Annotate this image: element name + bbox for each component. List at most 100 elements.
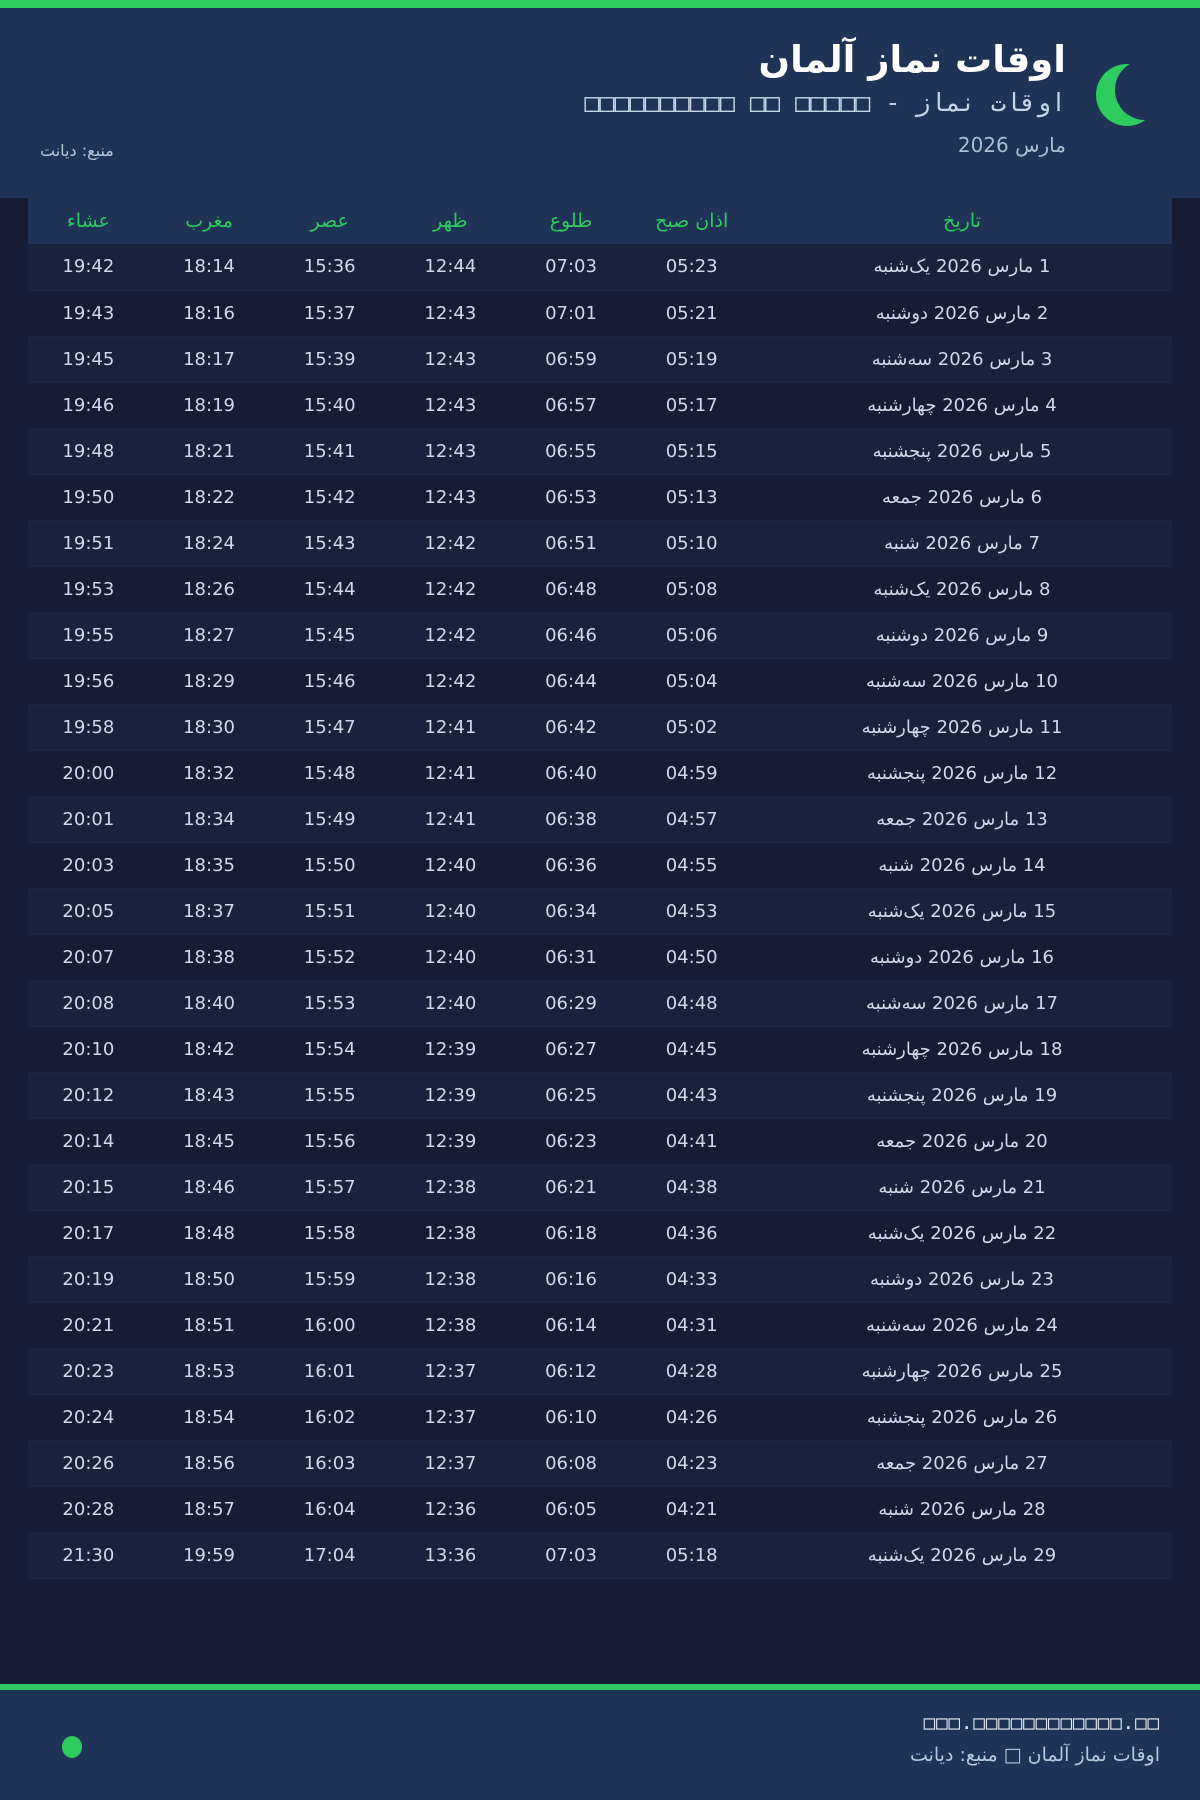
table-row[interactable]: 7 مارس 2026 شنبه 05:10 06:51 12:42 15:43 18:2… <box>28 520 1172 567</box>
cell-date: 20 مارس 2026 جمعه <box>752 1118 1172 1165</box>
cell-maghrib: 18:29 <box>148 658 270 705</box>
table-row[interactable]: 29 مارس 2026 یک‌شنبه 05:18 07:03 13:36 17:04… <box>28 1532 1172 1579</box>
table-row[interactable]: 6 مارس 2026 جمعه 05:13 06:53 12:43 15:42 18:2… <box>28 474 1172 521</box>
table-row[interactable]: 2 مارس 2026 دوشنبه 05:21 07:01 12:43 15:37 18… <box>28 290 1172 337</box>
table-row[interactable]: 18 مارس 2026 چهارشنبه 04:45 06:27 12:39 15:5… <box>28 1026 1172 1073</box>
cell-fajr: 04:23 <box>631 1440 752 1487</box>
column-header-date[interactable]: تاریخ <box>752 198 1172 244</box>
column-header-dhuhr[interactable]: ظهر <box>390 198 511 244</box>
cell-sunrise: 06:55 <box>510 428 632 475</box>
cell-date: 22 مارس 2026 یک‌شنبه <box>752 1210 1172 1257</box>
cell-sunrise: 06:44 <box>510 658 632 705</box>
column-header-sunrise[interactable]: طلوع <box>510 198 632 244</box>
table-row[interactable]: 22 مارس 2026 یک‌شنبه 04:36 06:18 12:38 15:58… <box>28 1210 1172 1257</box>
cell-fajr: 04:55 <box>631 842 752 889</box>
cell-date: 29 مارس 2026 یک‌شنبه <box>752 1532 1172 1579</box>
cell-date: 6 مارس 2026 جمعه <box>752 474 1172 521</box>
cell-dhuhr: 12:36 <box>390 1486 511 1533</box>
cell-date: 23 مارس 2026 دوشنبه <box>752 1256 1172 1303</box>
cell-asr: 15:44 <box>269 566 391 613</box>
cell-fajr: 05:02 <box>631 704 752 751</box>
cell-dhuhr: 12:41 <box>390 750 511 797</box>
table-row[interactable]: 11 مارس 2026 چهارشنبه 05:02 06:42 12:41 15:4… <box>28 704 1172 751</box>
cell-isha: 20:08 <box>28 980 149 1027</box>
table-row[interactable]: 19 مارس 2026 پنجشنبه 04:43 06:25 12:39 15:55… <box>28 1072 1172 1119</box>
table-row[interactable]: 4 مارس 2026 چهارشنبه 05:17 06:57 12:43 15:40… <box>28 382 1172 429</box>
column-header-fajr[interactable]: اذان صبح <box>631 198 752 244</box>
footer-accent-bar <box>0 1684 1200 1690</box>
table-row[interactable]: 8 مارس 2026 یک‌شنبه 05:08 06:48 12:42 15:44 1… <box>28 566 1172 613</box>
cell-date: 7 مارس 2026 شنبه <box>752 520 1172 567</box>
table-row[interactable]: 25 مارس 2026 چهارشنبه 04:28 06:12 12:37 16:0… <box>28 1348 1172 1395</box>
cell-sunrise: 06:34 <box>510 888 632 935</box>
cell-isha: 20:03 <box>28 842 149 889</box>
cell-maghrib: 18:56 <box>148 1440 270 1487</box>
table-row[interactable]: 12 مارس 2026 پنجشنبه 04:59 06:40 12:41 15:48… <box>28 750 1172 797</box>
cell-date: 30 مارس 2026 دوشنبه <box>752 1578 1172 1592</box>
cell-fajr: 05:16 <box>631 1578 752 1592</box>
footer-site-url[interactable]: □□□.□□□□□□□□□□□□.□□ <box>923 1712 1160 1734</box>
table-row[interactable]: 16 مارس 2026 دوشنبه 04:50 06:31 12:40 15:52 1… <box>28 934 1172 981</box>
cell-maghrib: 20:00 <box>148 1578 270 1592</box>
cell-asr: 15:41 <box>269 428 391 475</box>
table-row[interactable]: 1 مارس 2026 یک‌شنبه 05:23 07:03 12:44 15:36 1… <box>28 244 1172 291</box>
table-row[interactable]: 27 مارس 2026 جمعه 04:23 06:08 12:37 16:03 18:… <box>28 1440 1172 1487</box>
cell-maghrib: 18:50 <box>148 1256 270 1303</box>
table-row[interactable]: 24 مارس 2026 سه‌شنبه 04:31 06:14 12:38 16:00… <box>28 1302 1172 1349</box>
cell-dhuhr: 12:38 <box>390 1302 511 1349</box>
cell-isha: 19:58 <box>28 704 149 751</box>
cell-maghrib: 18:30 <box>148 704 270 751</box>
cell-sunrise: 06:42 <box>510 704 632 751</box>
cell-asr: 15:47 <box>269 704 391 751</box>
column-header-isha[interactable]: عشاء <box>28 198 149 244</box>
cell-dhuhr: 12:38 <box>390 1256 511 1303</box>
table-body: 1 مارس 2026 یک‌شنبه 05:23 07:03 12:44 15:36 1… <box>28 244 1172 1592</box>
cell-sunrise: 07:03 <box>510 1532 632 1579</box>
cell-maghrib: 18:32 <box>148 750 270 797</box>
cell-fajr: 05:13 <box>631 474 752 521</box>
table-row[interactable]: 26 مارس 2026 پنجشنبه 04:26 06:10 12:37 16:02… <box>28 1394 1172 1441</box>
table-row[interactable]: 9 مارس 2026 دوشنبه 05:06 06:46 12:42 15:45 18… <box>28 612 1172 659</box>
cell-sunrise: 06:29 <box>510 980 632 1027</box>
cell-maghrib: 18:21 <box>148 428 270 475</box>
cell-maghrib: 18:53 <box>148 1348 270 1395</box>
table-row[interactable]: 20 مارس 2026 جمعه 04:41 06:23 12:39 15:56 18:… <box>28 1118 1172 1165</box>
cell-isha: 20:14 <box>28 1118 149 1165</box>
table-row[interactable]: 15 مارس 2026 یک‌شنبه 04:53 06:34 12:40 15:51… <box>28 888 1172 935</box>
table-row[interactable]: 13 مارس 2026 جمعه 04:57 06:38 12:41 15:49 18:… <box>28 796 1172 843</box>
table-row[interactable]: 21 مارس 2026 شنبه 04:38 06:21 12:38 15:57 18:… <box>28 1164 1172 1211</box>
table-row[interactable]: 5 مارس 2026 پنجشنبه 05:15 06:55 12:43 15:41 1… <box>28 428 1172 475</box>
cell-dhuhr: 12:44 <box>390 244 511 291</box>
table-row[interactable]: 28 مارس 2026 شنبه 04:21 06:05 12:36 16:04 18:… <box>28 1486 1172 1533</box>
table-row[interactable]: 10 مارس 2026 سه‌شنبه 05:04 06:44 12:42 15:46… <box>28 658 1172 705</box>
table-row[interactable]: 30 مارس 2026 دوشنبه05:1607:0113:3617:052… <box>28 1578 1172 1592</box>
cell-dhuhr: 12:43 <box>390 382 511 429</box>
cell-isha: 19:46 <box>28 382 149 429</box>
cell-isha: 19:53 <box>28 566 149 613</box>
cell-maghrib: 18:45 <box>148 1118 270 1165</box>
cell-date: 21 مارس 2026 شنبه <box>752 1164 1172 1211</box>
cell-isha: 20:26 <box>28 1440 149 1487</box>
page-footer: □□□.□□□□□□□□□□□□.□□ اوقات نماز آلمان □ م… <box>0 1690 1200 1800</box>
cell-sunrise: 06:51 <box>510 520 632 567</box>
cell-date: 19 مارس 2026 پنجشنبه <box>752 1072 1172 1119</box>
cell-asr: 15:51 <box>269 888 391 935</box>
cell-fajr: 05:18 <box>631 1532 752 1579</box>
cell-isha: 20:05 <box>28 888 149 935</box>
table-row[interactable]: 23 مارس 2026 دوشنبه 04:33 06:16 12:38 15:59 1… <box>28 1256 1172 1303</box>
cell-maghrib: 18:14 <box>148 244 270 291</box>
column-header-maghrib[interactable]: مغرب <box>148 198 270 244</box>
cell-isha: 19:45 <box>28 336 149 383</box>
cell-asr: 15:53 <box>269 980 391 1027</box>
cell-fajr: 04:33 <box>631 1256 752 1303</box>
cell-asr: 17:04 <box>269 1532 391 1579</box>
table-row[interactable]: 3 مارس 2026 سه‌شنبه 05:19 06:59 12:43 15:39 1… <box>28 336 1172 383</box>
column-header-asr[interactable]: عصر <box>269 198 391 244</box>
table-row[interactable]: 14 مارس 2026 شنبه 04:55 06:36 12:40 15:50 18:… <box>28 842 1172 889</box>
cell-sunrise: 06:21 <box>510 1164 632 1211</box>
footer-caption: اوقات نماز آلمان □ منبع: دیانت <box>909 1744 1160 1766</box>
page-subtitle: اوقات نماز - □□□□□ □□ □□□□□□□□□□ <box>584 87 1066 117</box>
cell-asr: 15:48 <box>269 750 391 797</box>
table-row[interactable]: 17 مارس 2026 سه‌شنبه 04:48 06:29 12:40 15:53… <box>28 980 1172 1027</box>
